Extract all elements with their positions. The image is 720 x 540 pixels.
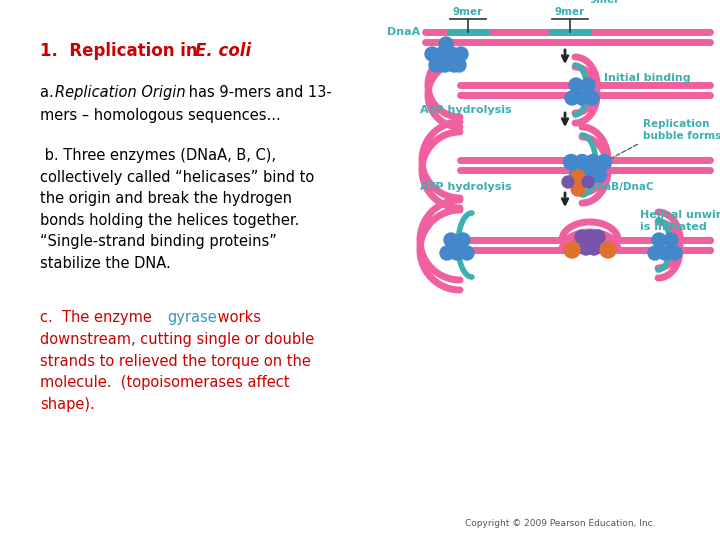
Circle shape	[587, 241, 601, 255]
Circle shape	[668, 246, 682, 260]
Circle shape	[571, 182, 585, 196]
Circle shape	[454, 47, 468, 61]
Circle shape	[648, 246, 662, 260]
Text: Copyright © 2009 Pearson Education, Inc.: Copyright © 2009 Pearson Education, Inc.	[464, 519, 655, 528]
Circle shape	[652, 233, 666, 247]
Circle shape	[582, 176, 594, 188]
Text: downstream, cutting single or double
strands to relieved the torque on the
molec: downstream, cutting single or double str…	[40, 332, 314, 412]
Text: Replication Origin: Replication Origin	[55, 85, 186, 100]
Circle shape	[575, 91, 589, 105]
Text: DnaB/DnaC: DnaB/DnaC	[588, 182, 654, 192]
Circle shape	[450, 246, 464, 260]
Circle shape	[591, 230, 605, 244]
Circle shape	[581, 78, 595, 92]
Circle shape	[658, 246, 672, 260]
Circle shape	[575, 230, 589, 244]
Circle shape	[585, 154, 600, 170]
Circle shape	[564, 154, 578, 170]
Text: 9mer: 9mer	[555, 7, 585, 17]
Circle shape	[447, 58, 461, 72]
Text: b. Three enzymes (DNaA, B, C),
collectively called “helicases” bind to
the origi: b. Three enzymes (DNaA, B, C), collectiv…	[40, 148, 314, 271]
Text: 9mer: 9mer	[590, 0, 620, 5]
Text: ATP hydrolysis: ATP hydrolysis	[420, 105, 512, 115]
Circle shape	[438, 58, 452, 72]
Text: c.  The enzyme: c. The enzyme	[40, 310, 156, 325]
Text: Helical unwinding
is initiated: Helical unwinding is initiated	[640, 210, 720, 232]
Circle shape	[570, 167, 585, 183]
Circle shape	[562, 176, 574, 188]
Text: a.: a.	[40, 85, 58, 100]
Circle shape	[585, 91, 599, 105]
Circle shape	[596, 154, 611, 170]
Circle shape	[440, 246, 454, 260]
Circle shape	[569, 78, 583, 92]
Circle shape	[583, 230, 597, 244]
Text: works: works	[213, 310, 261, 325]
Circle shape	[460, 246, 474, 260]
Text: gyrase: gyrase	[167, 310, 217, 325]
Circle shape	[565, 91, 579, 105]
Circle shape	[456, 233, 470, 247]
Circle shape	[575, 154, 590, 170]
Circle shape	[452, 58, 466, 72]
Circle shape	[444, 233, 458, 247]
Text: Initial binding: Initial binding	[604, 73, 690, 83]
Circle shape	[579, 241, 593, 255]
Circle shape	[445, 47, 459, 61]
Circle shape	[580, 167, 595, 183]
Circle shape	[429, 58, 443, 72]
Circle shape	[439, 37, 453, 51]
Text: ATP hydrolysis: ATP hydrolysis	[420, 182, 512, 192]
Circle shape	[600, 242, 616, 258]
Text: E. coli: E. coli	[195, 42, 251, 60]
Text: 1.  Replication in: 1. Replication in	[40, 42, 203, 60]
Text: Replication
bubble forms: Replication bubble forms	[643, 119, 720, 141]
Text: 9mer: 9mer	[453, 7, 483, 17]
Text: DnaA: DnaA	[387, 27, 420, 37]
Circle shape	[664, 233, 678, 247]
Circle shape	[571, 170, 585, 184]
Text: has 9-mers and 13-: has 9-mers and 13-	[184, 85, 332, 100]
Circle shape	[564, 242, 580, 258]
Text: mers – homologous sequences...: mers – homologous sequences...	[40, 108, 281, 123]
Circle shape	[435, 47, 449, 61]
Circle shape	[425, 47, 439, 61]
Circle shape	[592, 167, 606, 183]
